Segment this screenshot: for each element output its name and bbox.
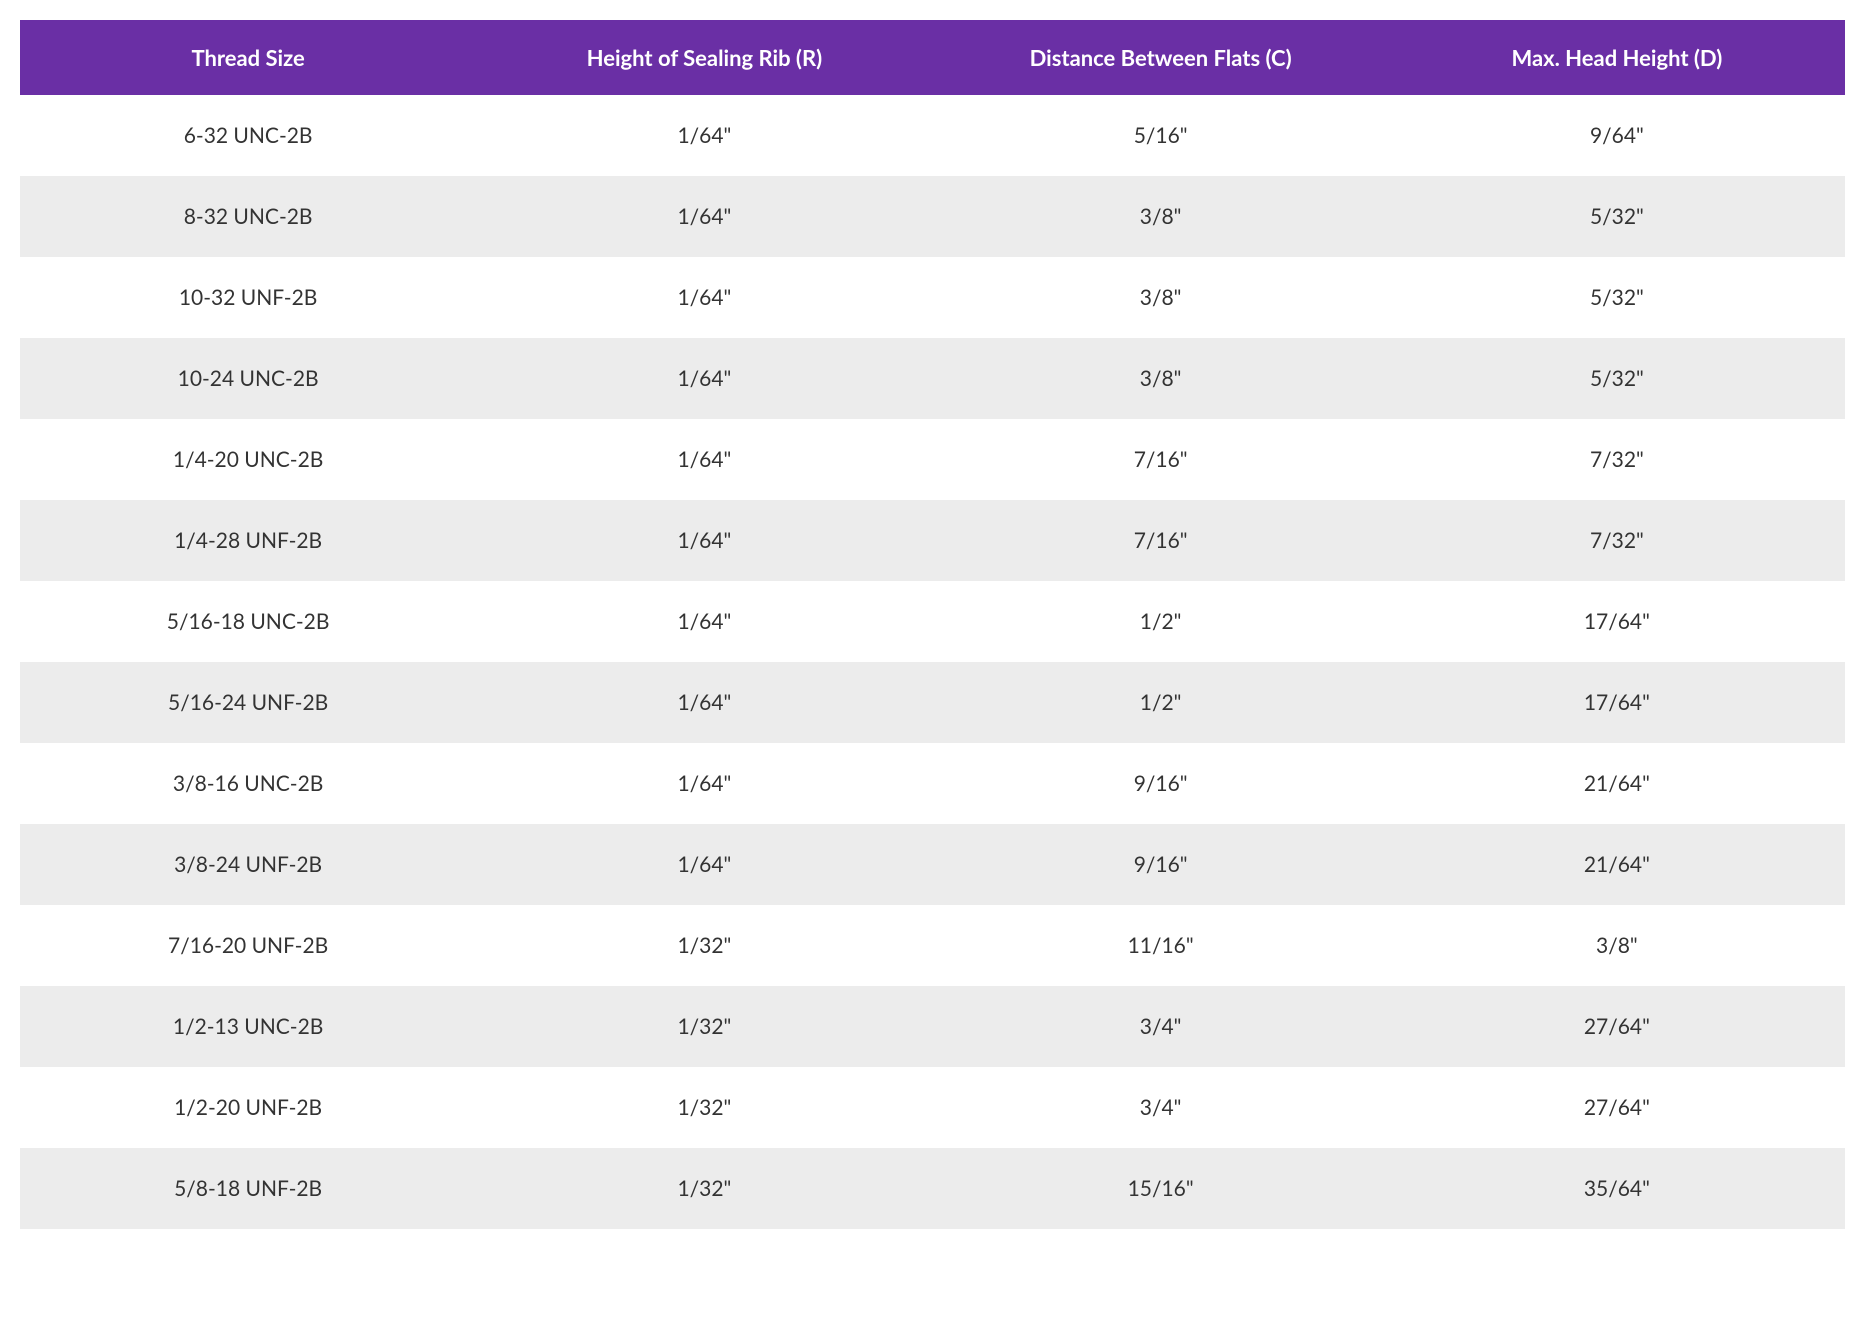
cell-sealing-rib: 1/32"	[476, 1148, 932, 1229]
table-row: 5/16-24 UNF-2B 1/64" 1/2" 17/64"	[20, 662, 1845, 743]
cell-sealing-rib: 1/64"	[476, 662, 932, 743]
table-body: 6-32 UNC-2B 1/64" 5/16" 9/64" 8-32 UNC-2…	[20, 95, 1845, 1229]
specifications-table: Thread Size Height of Sealing Rib (R) Di…	[20, 20, 1845, 1229]
cell-head-height: 27/64"	[1389, 1067, 1845, 1148]
column-header-distance-flats: Distance Between Flats (C)	[933, 20, 1389, 95]
table-row: 1/2-20 UNF-2B 1/32" 3/4" 27/64"	[20, 1067, 1845, 1148]
cell-sealing-rib: 1/64"	[476, 257, 932, 338]
cell-thread-size: 7/16-20 UNF-2B	[20, 905, 476, 986]
cell-thread-size: 1/2-13 UNC-2B	[20, 986, 476, 1067]
cell-head-height: 5/32"	[1389, 176, 1845, 257]
cell-sealing-rib: 1/64"	[476, 824, 932, 905]
table-row: 7/16-20 UNF-2B 1/32" 11/16" 3/8"	[20, 905, 1845, 986]
cell-distance-flats: 7/16"	[933, 419, 1389, 500]
cell-distance-flats: 11/16"	[933, 905, 1389, 986]
cell-head-height: 5/32"	[1389, 338, 1845, 419]
table-row: 5/16-18 UNC-2B 1/64" 1/2" 17/64"	[20, 581, 1845, 662]
cell-head-height: 7/32"	[1389, 500, 1845, 581]
cell-thread-size: 3/8-16 UNC-2B	[20, 743, 476, 824]
cell-thread-size: 10-32 UNF-2B	[20, 257, 476, 338]
cell-distance-flats: 5/16"	[933, 95, 1389, 176]
cell-head-height: 35/64"	[1389, 1148, 1845, 1229]
cell-sealing-rib: 1/32"	[476, 905, 932, 986]
column-header-sealing-rib: Height of Sealing Rib (R)	[476, 20, 932, 95]
cell-distance-flats: 3/4"	[933, 1067, 1389, 1148]
cell-head-height: 3/8"	[1389, 905, 1845, 986]
column-header-thread-size: Thread Size	[20, 20, 476, 95]
cell-sealing-rib: 1/64"	[476, 581, 932, 662]
cell-sealing-rib: 1/64"	[476, 743, 932, 824]
cell-distance-flats: 3/8"	[933, 338, 1389, 419]
cell-thread-size: 5/16-18 UNC-2B	[20, 581, 476, 662]
cell-distance-flats: 7/16"	[933, 500, 1389, 581]
cell-sealing-rib: 1/64"	[476, 338, 932, 419]
table-header-row: Thread Size Height of Sealing Rib (R) Di…	[20, 20, 1845, 95]
cell-distance-flats: 15/16"	[933, 1148, 1389, 1229]
cell-head-height: 5/32"	[1389, 257, 1845, 338]
table-row: 6-32 UNC-2B 1/64" 5/16" 9/64"	[20, 95, 1845, 176]
cell-thread-size: 6-32 UNC-2B	[20, 95, 476, 176]
cell-sealing-rib: 1/32"	[476, 986, 932, 1067]
cell-head-height: 21/64"	[1389, 743, 1845, 824]
cell-distance-flats: 1/2"	[933, 581, 1389, 662]
cell-sealing-rib: 1/64"	[476, 419, 932, 500]
cell-head-height: 9/64"	[1389, 95, 1845, 176]
cell-distance-flats: 1/2"	[933, 662, 1389, 743]
cell-distance-flats: 3/8"	[933, 257, 1389, 338]
cell-sealing-rib: 1/64"	[476, 500, 932, 581]
cell-head-height: 17/64"	[1389, 581, 1845, 662]
table-row: 8-32 UNC-2B 1/64" 3/8" 5/32"	[20, 176, 1845, 257]
table-row: 3/8-16 UNC-2B 1/64" 9/16" 21/64"	[20, 743, 1845, 824]
cell-thread-size: 1/4-20 UNC-2B	[20, 419, 476, 500]
cell-thread-size: 10-24 UNC-2B	[20, 338, 476, 419]
cell-head-height: 21/64"	[1389, 824, 1845, 905]
table-row: 10-32 UNF-2B 1/64" 3/8" 5/32"	[20, 257, 1845, 338]
cell-sealing-rib: 1/32"	[476, 1067, 932, 1148]
cell-thread-size: 5/8-18 UNF-2B	[20, 1148, 476, 1229]
cell-thread-size: 5/16-24 UNF-2B	[20, 662, 476, 743]
column-header-head-height: Max. Head Height (D)	[1389, 20, 1845, 95]
cell-thread-size: 1/2-20 UNF-2B	[20, 1067, 476, 1148]
cell-sealing-rib: 1/64"	[476, 176, 932, 257]
cell-head-height: 27/64"	[1389, 986, 1845, 1067]
cell-thread-size: 1/4-28 UNF-2B	[20, 500, 476, 581]
cell-distance-flats: 3/4"	[933, 986, 1389, 1067]
table-row: 1/2-13 UNC-2B 1/32" 3/4" 27/64"	[20, 986, 1845, 1067]
table-row: 1/4-20 UNC-2B 1/64" 7/16" 7/32"	[20, 419, 1845, 500]
cell-thread-size: 3/8-24 UNF-2B	[20, 824, 476, 905]
cell-thread-size: 8-32 UNC-2B	[20, 176, 476, 257]
cell-sealing-rib: 1/64"	[476, 95, 932, 176]
cell-head-height: 7/32"	[1389, 419, 1845, 500]
cell-distance-flats: 9/16"	[933, 743, 1389, 824]
table-row: 3/8-24 UNF-2B 1/64" 9/16" 21/64"	[20, 824, 1845, 905]
cell-head-height: 17/64"	[1389, 662, 1845, 743]
table-row: 10-24 UNC-2B 1/64" 3/8" 5/32"	[20, 338, 1845, 419]
cell-distance-flats: 9/16"	[933, 824, 1389, 905]
table-row: 1/4-28 UNF-2B 1/64" 7/16" 7/32"	[20, 500, 1845, 581]
table-row: 5/8-18 UNF-2B 1/32" 15/16" 35/64"	[20, 1148, 1845, 1229]
cell-distance-flats: 3/8"	[933, 176, 1389, 257]
